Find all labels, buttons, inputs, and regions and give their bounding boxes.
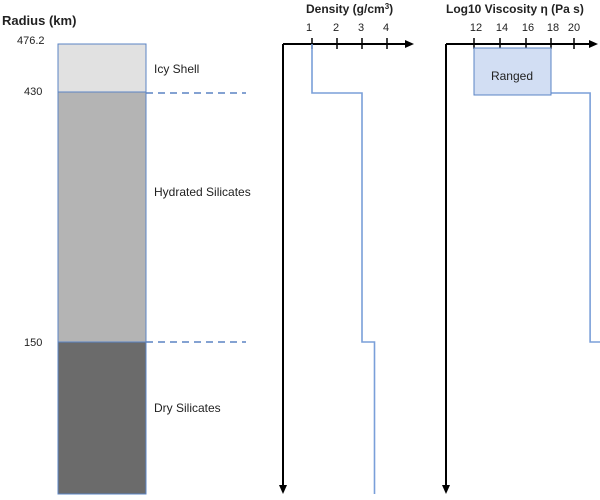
dry-silicates-layer [57,341,147,495]
hydrated-silicates-layer [57,91,147,343]
radius-tick-150: 150 [24,337,42,349]
radius-tick-430: 430 [24,86,42,98]
density-axis-arrow-right [405,40,414,48]
viscosity-axis-arrow-down [442,485,450,494]
density-tick-label-1: 1 [306,22,312,34]
density-tick-label-2: 2 [333,22,339,34]
density-panel-title: Density (g/cm3) [306,2,393,16]
viscosity-tick-label-16: 16 [522,22,534,34]
density-panel: Density (g/cm3) 1 2 3 4 [279,2,414,494]
ranged-label: Ranged [491,69,533,83]
viscosity-tick-label-14: 14 [496,22,508,34]
ranged-viscosity-box [473,47,552,96]
layer-column [57,43,147,495]
viscosity-axis-arrow-right [589,40,598,48]
icy-shell-layer [57,43,147,93]
dry-silicates-label: Dry Silicates [154,401,221,415]
radius-tick-476: 476.2 [17,35,45,47]
viscosity-tick-label-20: 20 [568,22,580,34]
density-tick-label-3: 3 [358,22,364,34]
viscosity-profile-line [551,92,600,343]
viscosity-tick-label-18: 18 [547,22,559,34]
viscosity-tick-label-12: 12 [470,22,482,34]
radius-axis-title: Radius (km) [2,13,76,28]
icy-shell-label: Icy Shell [154,62,199,76]
hydrated-silicates-label: Hydrated Silicates [154,185,251,199]
density-tick-label-4: 4 [383,22,389,34]
viscosity-panel: Log10 Viscosity η (Pa s) 12 14 16 18 20 … [442,2,600,494]
density-profile-line [311,44,376,494]
density-axis-arrow-down [279,485,287,494]
viscosity-panel-title: Log10 Viscosity η (Pa s) [446,2,584,16]
